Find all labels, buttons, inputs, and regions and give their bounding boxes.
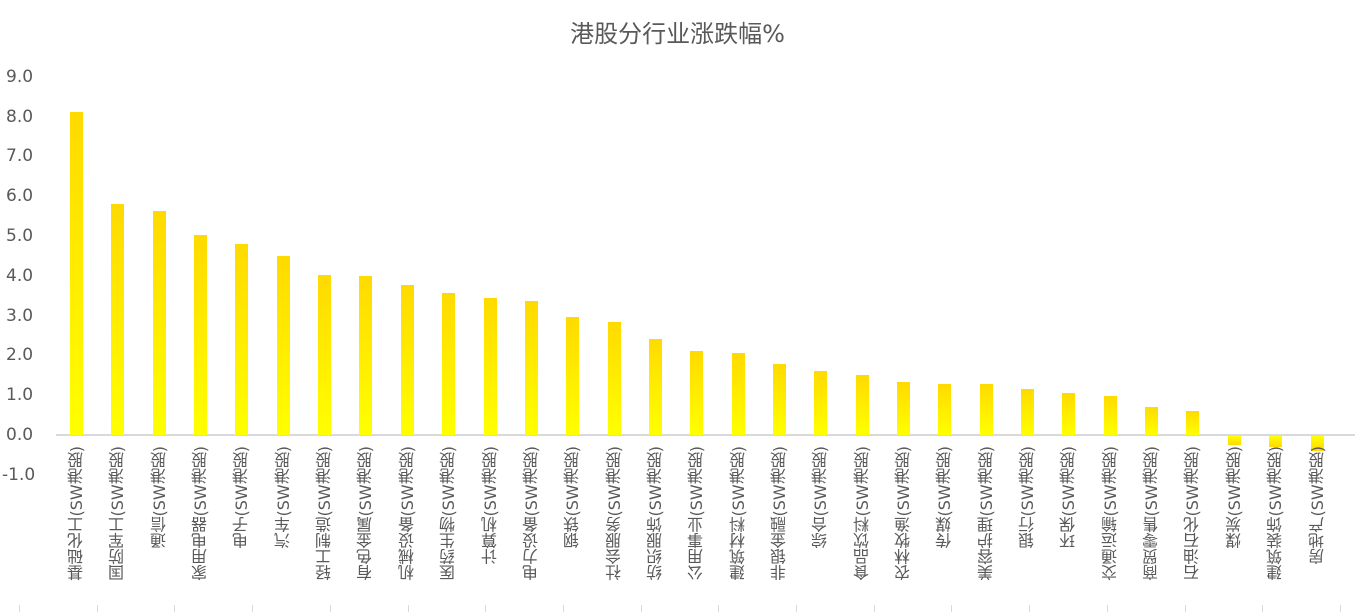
bar [731,353,745,435]
bar [1227,436,1241,445]
x-category-label: 机械设备(SW港股) [397,446,417,581]
bar [979,384,993,435]
bar [1269,436,1283,448]
x-category-label: 煤炭(SW港股) [1224,446,1244,549]
y-tick-label: 9.0 [6,66,34,87]
bar [194,234,208,435]
x-axis-tick [485,605,487,612]
x-category-label: 建筑材料(SW港股) [728,446,748,581]
x-category-label: 有色金属(SW港股) [356,446,376,581]
x-axis-tick [718,605,720,612]
bar [524,300,538,435]
bar [897,382,910,435]
x-axis-line [56,434,1355,436]
x-axis-tick [407,605,409,612]
x-axis-tick [1262,605,1264,612]
x-category-label: 计算机(SW港股) [480,446,500,565]
bar [70,111,83,435]
x-axis-tick [640,605,642,612]
bar [152,210,166,435]
x-category-label: 综合(SW港股) [811,446,831,549]
x-category-label: 美容护理(SW港股) [976,446,996,581]
bar [855,374,869,435]
x-category-label: 轻工制造(SW港股) [315,446,335,581]
y-tick-label: 0.0 [6,425,34,445]
x-category-label: 通信(SW港股) [149,446,169,549]
y-tick-label: 2.0 [6,345,34,366]
bar [1186,411,1200,435]
chart-title: 港股分行业涨跌幅% [570,20,785,48]
bar [1021,388,1035,435]
bar [483,298,497,435]
x-category-label: 纺织服饰(SW港股) [645,446,665,581]
x-category-label: 社会服务(SW港股) [604,446,624,581]
bar [400,284,414,435]
x-axis-tick [329,605,331,612]
bar [772,364,786,435]
bar [938,384,952,435]
x-category-label: 交通运输(SW港股) [1100,446,1120,581]
x-axis-tick [796,605,797,612]
y-tick-label: 6.0 [6,186,34,207]
x-axis-tick [1184,605,1186,612]
x-axis-tick [562,605,564,612]
bar [235,243,249,435]
x-axis-tick [1339,605,1341,612]
y-tick-label: 8.0 [6,106,34,127]
bar [1062,392,1076,435]
x-category-label: 建筑装饰(SW港股) [1266,446,1286,581]
x-axis-tick [951,605,953,612]
x-axis-tick [1029,605,1031,612]
x-category-label: 非银金融(SW港股) [769,446,789,581]
x-category-label: 国防军工(SW港股) [108,446,128,581]
x-category-label: 家用电器(SW港股) [191,446,211,581]
bar [566,317,580,435]
x-category-label: 商贸零售(SW港股) [1142,446,1162,581]
y-tick-label: 5.0 [6,226,34,246]
x-axis-tick [1106,605,1108,612]
bar [1310,436,1324,452]
bar [648,339,662,435]
bar [442,292,456,435]
x-category-label: 银行(SW港股) [1018,446,1038,549]
x-axis-tick [873,605,875,612]
x-category-label: 房地产(SW港股) [1307,446,1327,565]
x-category-label: 食品饮料(SW港股) [852,446,872,581]
x-axis-tick [252,605,254,612]
bar [276,255,290,435]
bar [1145,407,1159,435]
x-category-label: 电子(SW港股) [232,446,252,549]
x-category-label: 石油石化(SW港股) [1183,446,1203,581]
bar [814,370,828,435]
x-category-label: 汽车(SW港股) [273,446,293,549]
bar [318,275,332,435]
x-axis-tick [174,605,176,612]
x-category-label: 农林牧渔(SW港股) [894,446,913,581]
y-tick-label: -1.0 [2,464,36,485]
y-tick-label: 3.0 [6,305,34,326]
bar [607,321,621,435]
x-category-label: 公用事业(SW港股) [687,446,707,581]
x-category-label: 医药生物(SW港股) [439,446,459,581]
bar [690,351,704,435]
x-category-label: 环保(SW港股) [1059,446,1079,549]
bar [1103,395,1117,435]
x-axis-tick [96,605,98,612]
y-tick-label: 4.0 [6,265,34,286]
x-category-label: 基础化工(SW港股) [67,446,86,581]
x-category-label: 传媒(SW港股) [935,446,955,549]
x-axis-tick [19,605,20,612]
x-category-label: 电力设备(SW港股) [521,446,541,581]
x-category-label: 钢铁(SW港股) [563,446,583,549]
bar [359,276,373,435]
y-tick-label: 7.0 [6,146,34,167]
y-tick-label: 1.0 [6,385,34,406]
bar [111,204,125,435]
